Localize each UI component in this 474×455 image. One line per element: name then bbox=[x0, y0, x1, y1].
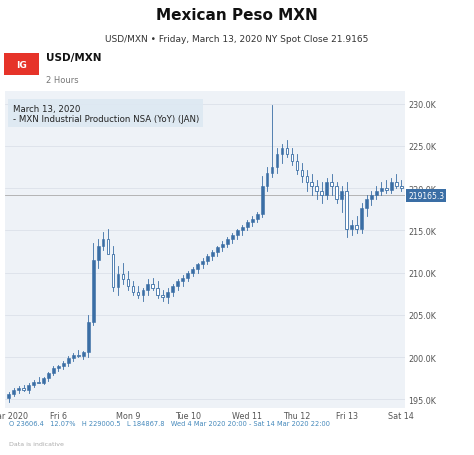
Bar bbox=[301, 170, 303, 177]
Bar bbox=[32, 382, 35, 385]
Bar bbox=[340, 191, 343, 200]
Bar bbox=[87, 322, 90, 352]
Bar bbox=[67, 358, 70, 363]
Bar bbox=[256, 214, 258, 219]
Bar bbox=[152, 284, 154, 288]
Bar bbox=[400, 187, 402, 189]
Bar bbox=[360, 208, 363, 229]
Bar bbox=[92, 260, 94, 322]
Bar bbox=[330, 183, 333, 187]
Bar bbox=[281, 149, 283, 155]
Bar bbox=[221, 244, 224, 248]
Bar bbox=[72, 355, 75, 358]
Bar bbox=[127, 280, 129, 287]
Text: 219165.3: 219165.3 bbox=[408, 191, 444, 200]
Bar bbox=[390, 183, 393, 191]
Bar bbox=[241, 228, 244, 231]
Text: Data is indicative: Data is indicative bbox=[9, 441, 64, 446]
Bar bbox=[12, 390, 15, 394]
Bar bbox=[117, 275, 119, 288]
Bar bbox=[142, 290, 144, 296]
Bar bbox=[47, 374, 50, 379]
Bar bbox=[137, 293, 139, 296]
Bar bbox=[276, 155, 278, 168]
Bar bbox=[306, 177, 308, 183]
Bar bbox=[335, 187, 338, 200]
Bar bbox=[320, 191, 323, 196]
Bar bbox=[291, 155, 293, 162]
Bar bbox=[246, 222, 248, 228]
Bar bbox=[42, 379, 45, 383]
Bar bbox=[107, 239, 109, 254]
Bar bbox=[271, 168, 273, 174]
Bar bbox=[350, 225, 353, 229]
Text: Mexican Peso MXN: Mexican Peso MXN bbox=[156, 7, 318, 22]
Bar bbox=[310, 183, 313, 187]
Bar bbox=[226, 239, 229, 244]
Bar bbox=[261, 187, 264, 214]
Text: O 23606.4   12.07%   H 229000.5   L 184867.8   Wed 4 Mar 2020 20:00 - Sat 14 Mar: O 23606.4 12.07% H 229000.5 L 184867.8 W… bbox=[9, 420, 330, 426]
Bar bbox=[375, 191, 378, 196]
Text: March 13, 2020
- MXN Industrial Production NSA (YoY) (JAN): March 13, 2020 - MXN Industrial Producti… bbox=[13, 105, 199, 124]
FancyBboxPatch shape bbox=[4, 54, 39, 76]
Bar bbox=[166, 293, 169, 298]
Bar bbox=[211, 253, 214, 256]
Bar bbox=[77, 355, 80, 357]
Bar bbox=[8, 394, 10, 398]
Bar bbox=[206, 256, 209, 261]
Bar bbox=[345, 191, 348, 229]
Bar bbox=[62, 363, 65, 367]
Bar bbox=[97, 246, 100, 260]
Bar bbox=[251, 219, 254, 222]
Text: IG: IG bbox=[17, 61, 27, 70]
Bar bbox=[380, 189, 383, 191]
Bar bbox=[201, 261, 204, 265]
Bar bbox=[181, 278, 184, 282]
Bar bbox=[186, 273, 189, 278]
Bar bbox=[171, 287, 174, 293]
Bar bbox=[22, 388, 25, 390]
Text: USD/MXN: USD/MXN bbox=[46, 53, 102, 63]
Bar bbox=[102, 239, 104, 246]
Bar bbox=[370, 196, 373, 200]
Bar bbox=[196, 265, 199, 270]
Bar bbox=[385, 189, 388, 191]
Bar bbox=[365, 200, 368, 208]
Bar bbox=[52, 369, 55, 374]
Bar bbox=[176, 282, 179, 287]
Bar bbox=[216, 248, 219, 253]
Bar bbox=[266, 174, 268, 187]
Bar bbox=[162, 295, 164, 298]
Bar bbox=[17, 388, 20, 390]
Bar bbox=[325, 183, 328, 196]
Bar bbox=[355, 225, 358, 229]
Bar bbox=[132, 287, 134, 293]
Bar bbox=[37, 382, 40, 383]
Bar bbox=[156, 288, 159, 295]
Text: USD/MXN • Friday, March 13, 2020 NY Spot Close 21.9165: USD/MXN • Friday, March 13, 2020 NY Spot… bbox=[105, 35, 369, 43]
Bar bbox=[146, 284, 149, 290]
Bar bbox=[296, 162, 298, 170]
Bar bbox=[316, 187, 318, 191]
Bar bbox=[112, 254, 114, 288]
Bar bbox=[122, 275, 124, 280]
Bar bbox=[395, 183, 398, 187]
Bar bbox=[231, 236, 234, 239]
Bar bbox=[27, 385, 30, 390]
Bar bbox=[236, 231, 239, 236]
Bar bbox=[82, 352, 85, 357]
Text: 2 Hours: 2 Hours bbox=[46, 76, 79, 85]
Bar bbox=[57, 367, 60, 369]
Bar bbox=[286, 149, 288, 155]
Bar bbox=[191, 270, 194, 273]
